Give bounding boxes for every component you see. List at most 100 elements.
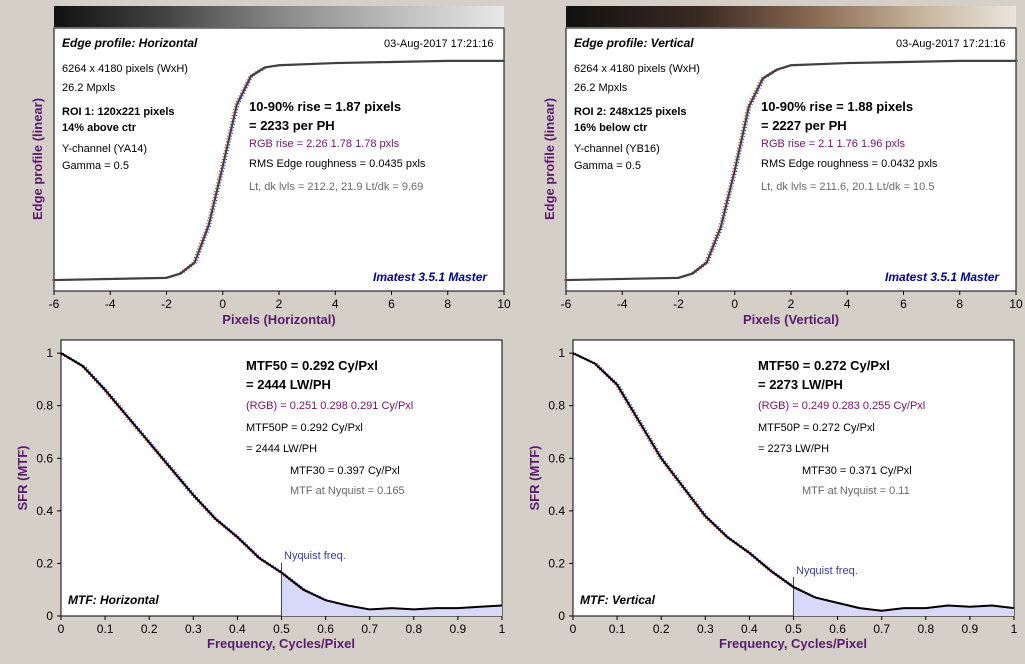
edge-h-rgb-rise: RGB rise = 2.26 1.78 1.78 pxls [249,138,400,150]
edge-h-xtick-label: -2 [161,297,172,311]
edge-v-info-size: 6264 x 4180 pixels (WxH) [574,63,700,75]
edge-h-rise-ph: = 2233 per PH [249,118,335,133]
edge-h-info-mpx: 26.2 Mpxls [62,82,116,94]
mtf-v-ylabel: SFR (MTF) [527,446,542,511]
edge-h-ylabel: Edge profile (linear) [30,98,45,220]
mtf-h-rgb: (RGB) = 0.251 0.298 0.291 Cy/Pxl [246,400,413,412]
mtf-h-ytick-label: 0.2 [36,556,53,570]
edge-v-xtick-label: 8 [956,297,963,311]
edge-h-xtick-label: 6 [388,297,395,311]
mtf-h-xtick-label: 0 [58,622,65,636]
mtf-h-xtick-label: 1 [499,622,506,636]
edge-v-channel: Y-channel (YB16) [574,143,660,155]
mtf-v-ytick-label: 0.4 [548,504,565,518]
edge-v-xtick-label: -2 [673,297,684,311]
edge-v-timestamp: 03-Aug-2017 17:21:16 [896,38,1005,50]
edge-h-title: Edge profile: Horizontal [62,36,198,50]
edge-v-xtick-label: 6 [900,297,907,311]
mtf-v-xtick-label: 0.6 [829,622,846,636]
edge-v-rgb-rise: RGB rise = 2.1 1.76 1.96 pxls [761,138,905,150]
edge-v-rise: 10-90% rise = 1.88 pixels [761,99,913,114]
mtf-v-mtf50p: MTF50P = 0.272 Cy/Pxl [758,422,875,434]
mtf-v-xtick-label: 0.1 [609,622,626,636]
edge-v-xtick-label: 0 [731,297,738,311]
mtf-h-ylabel: SFR (MTF) [15,446,30,511]
edge-h-xlabel: Pixels (Horizontal) [222,312,335,327]
edge-v-series-line [565,59,1016,282]
mtf-h-xtick-label: 0.6 [317,622,334,636]
edge-v-info-mpx: 26.2 Mpxls [574,82,628,94]
mtf-h-mtf50: MTF50 = 0.292 Cy/Pxl [246,358,378,373]
mtf-h-xtick-label: 0.7 [361,622,378,636]
edge-v-roi: ROI 2: 248x125 pixels [574,106,687,118]
mtf-v-mtf50-lwph: = 2273 LW/PH [758,377,843,392]
edge-v-title: Edge profile: Vertical [574,36,694,50]
mtf-v-nyquist-area [793,587,1014,616]
edge-v-plot-area [565,27,1017,292]
edge-h-plot-area [53,27,505,292]
mtf-v-xtick-label: 0.4 [741,622,758,636]
mtf-h-xtick-label: 0.4 [229,622,246,636]
edge-v-xtick-label: 2 [788,297,795,311]
mtf-v-mtf50: MTF50 = 0.272 Cy/Pxl [758,358,890,373]
mtf-v-rgb: (RGB) = 0.249 0.283 0.255 Cy/Pxl [758,400,925,412]
mtf-v-xtick-label: 0.9 [962,622,979,636]
mtf-v-xtick-label: 0.5 [785,622,802,636]
edge-v-xtick-label: 10 [1009,297,1023,311]
mtf-v-series-line [572,352,1015,612]
mtf-v-xtick-label: 0 [570,622,577,636]
edge-h-roi-pos: 14% above ctr [62,122,137,134]
mtf-h-xtick-label: 0.2 [141,622,158,636]
mtf-v-ytick-label: 0.2 [548,556,565,570]
mtf-v-xtick-label: 1 [1011,622,1018,636]
edge-h-xtick-label: 0 [219,297,226,311]
mtf-h-plot-area [60,339,503,617]
edge-v-rise-ph: = 2227 per PH [761,118,847,133]
edge-v-roughness: RMS Edge roughness = 0.0432 pxls [761,158,938,170]
mtf-v-plot-area [572,339,1015,617]
mtf-h-series-line [60,352,503,611]
mtf-h-mtf30: MTF30 = 0.397 Cy/Pxl [290,465,400,477]
edge-v-xtick-label: -6 [561,297,572,311]
mtf-v-ytick-label: 0 [558,609,565,623]
mtf-h-nyquist-value: MTF at Nyquist = 0.165 [290,485,405,497]
mtf-v-xtick-label: 0.2 [653,622,670,636]
mtf-h-ytick-label: 0.8 [36,399,53,413]
mtf-v-xlabel: Frequency, Cycles/Pixel [719,636,867,651]
mtf-h-ytick-label: 1 [46,346,53,360]
edge-v-ylabel: Edge profile (linear) [542,98,557,220]
mtf-v-nyquist-label: Nyquist freq. [796,565,858,577]
edge-h-series-line [53,59,504,282]
edge-h-timestamp: 03-Aug-2017 17:21:16 [384,38,493,50]
edge-h-xtick-label: -4 [105,297,116,311]
mtf-v-ytick-label: 0.8 [548,399,565,413]
edge-h-xtick-label: 10 [497,297,511,311]
mtf-h-ytick-label: 0 [46,609,53,623]
edge-h-rise: 10-90% rise = 1.87 pixels [249,99,401,114]
mtf-v-xtick-label: 0.7 [873,622,890,636]
tone-strip-right [566,6,1016,27]
edge-h-brand: Imatest 3.5.1 Master [373,270,488,284]
mtf-h-mtf50p: MTF50P = 0.292 Cy/Pxl [246,422,363,434]
edge-h-roughness: RMS Edge roughness = 0.0435 pxls [249,158,426,170]
edge-h-gamma: Gamma = 0.5 [62,160,129,172]
mtf-h-nyquist-area [281,572,502,616]
mtf-h-xtick-label: 0.1 [97,622,114,636]
mtf-v-mtf30: MTF30 = 0.371 Cy/Pxl [802,465,912,477]
mtf-h-xtick-label: 0.5 [273,622,290,636]
mtf-h-xlabel: Frequency, Cycles/Pixel [207,636,355,651]
mtf-v-xtick-label: 0.3 [697,622,714,636]
mtf-v-xtick-label: 0.8 [917,622,934,636]
edge-v-xtick-label: -4 [617,297,628,311]
edge-h-xtick-label: 4 [332,297,339,311]
mtf-v-ytick-label: 0.6 [548,451,565,465]
edge-v-gamma: Gamma = 0.5 [574,160,641,172]
mtf-v-ytick-label: 1 [558,346,565,360]
edge-v-xlabel: Pixels (Vertical) [743,312,839,327]
edge-h-levels: Lt, dk lvls = 212.2, 21.9 Lt/dk = 9.69 [249,181,423,193]
mtf-v-mtf50p-lwph: = 2273 LW/PH [758,443,829,455]
mtf-h-mtf50p-lwph: = 2444 LW/PH [246,443,317,455]
mtf-h-xtick-label: 0.9 [450,622,467,636]
edge-h-channel: Y-channel (YA14) [62,143,147,155]
